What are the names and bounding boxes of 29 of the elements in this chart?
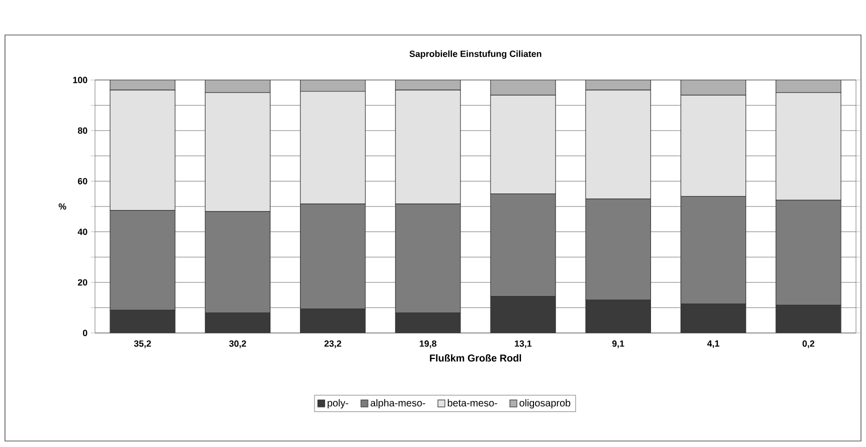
y-tick-label: 0	[82, 330, 88, 336]
bar	[204, 80, 270, 93]
chart-title: Saprobielle Einstufung Ciliaten	[410, 50, 542, 59]
x-tick-label: 4,1	[707, 340, 720, 348]
x-axis-title: Flußkm Große Rodl	[430, 354, 522, 362]
bar	[680, 80, 746, 96]
legend-label: poly-	[328, 399, 348, 408]
bar	[395, 80, 461, 90]
y-tick-label: 40	[78, 228, 88, 235]
x-tick-label: 0,2	[802, 340, 814, 348]
bar	[300, 80, 366, 92]
y-tick-label: 60	[78, 178, 88, 184]
y-axis-title: %	[58, 203, 66, 210]
legend-label: beta-meso-	[448, 399, 498, 406]
y-tick-label: 80	[78, 127, 88, 134]
legend-label: oligosaprob	[520, 399, 570, 408]
bar	[776, 80, 842, 93]
x-tick-label: 13,1	[514, 340, 532, 348]
x-tick-label: 23,2	[324, 340, 342, 348]
x-tick-label: 30,2	[229, 340, 246, 348]
y-tick-label: 20	[78, 279, 88, 286]
y-tick-label: 100	[73, 76, 88, 84]
x-tick-label: 35,2	[134, 340, 151, 348]
bar	[110, 80, 176, 90]
x-tick-label: 9,1	[612, 340, 624, 348]
bar	[490, 80, 556, 96]
legend-label: alpha-meso-	[370, 399, 426, 408]
x-tick-label: 19,8	[420, 340, 436, 348]
bar	[585, 80, 651, 90]
